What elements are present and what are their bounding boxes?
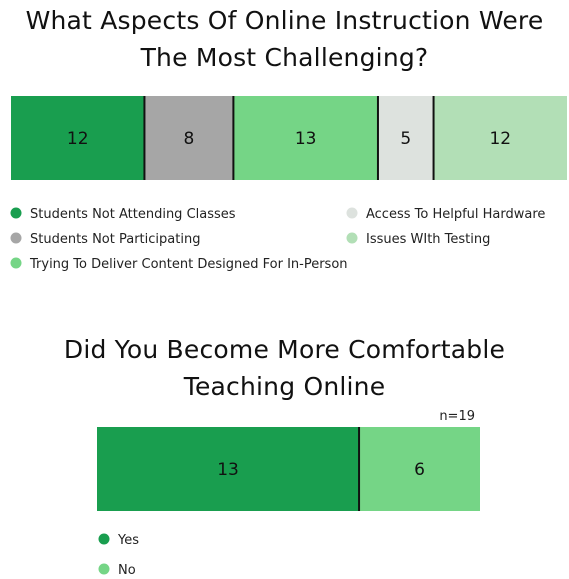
legend-swatch-1 [98, 533, 110, 545]
chart1-title-line-2: The Most Challenging? [140, 43, 429, 72]
bar-segment-3 [233, 96, 378, 180]
legend-swatch-5 [346, 232, 358, 244]
bar-segment-5 [433, 96, 567, 180]
bar-group: 12 8 13 5 12 [11, 96, 567, 180]
data-label-5: 12 [489, 129, 511, 149]
data-label-1: 12 [67, 129, 89, 149]
legend-label-2: Students Not Participating [30, 232, 200, 247]
chart2-title-line-2: Teaching Online [183, 372, 386, 401]
data-label-2: 8 [184, 129, 195, 149]
bar-segment-4 [377, 96, 434, 180]
bar-segment-1 [97, 427, 360, 511]
legend-swatch-4 [346, 207, 358, 219]
bar-segment-1 [11, 96, 145, 180]
legend-swatch-1 [10, 207, 22, 219]
legend-label-2: No [118, 563, 136, 578]
bar-group: 13 6 [97, 427, 480, 511]
bar-segment-2 [144, 96, 234, 180]
legend-label-1: Yes [117, 533, 139, 548]
data-label-2: 6 [414, 460, 425, 480]
legend-label-4: Access To Helpful Hardware [366, 207, 545, 222]
data-label-3: 13 [295, 129, 317, 149]
challenges-stacked-bar-chart: 12 8 13 5 12 Students Not Attending Classes St… [10, 96, 567, 272]
legend-label-5: Issues WIth Testing [366, 232, 490, 247]
chart1-title-line-1: What Aspects Of Online Instruction Were [25, 6, 544, 35]
legend-swatch-2 [10, 232, 22, 244]
sample-size-note: n=19 [439, 409, 475, 424]
legend-label-1: Students Not Attending Classes [30, 207, 236, 222]
chart1-title: What Aspects Of Online Instruction Were … [0, 2, 569, 76]
legend-swatch-3 [10, 257, 22, 269]
bar-segment-2 [359, 427, 480, 511]
chart2-title-line-1: Did You Become More Comfortable [63, 335, 506, 364]
legend-label-3: Trying To Deliver Content Designed For I… [29, 257, 348, 272]
data-label-1: 13 [217, 460, 239, 480]
chart2-title: Did You Become More Comfortable Teaching… [0, 331, 569, 405]
data-label-4: 5 [400, 129, 411, 149]
legend-swatch-2 [98, 563, 110, 575]
